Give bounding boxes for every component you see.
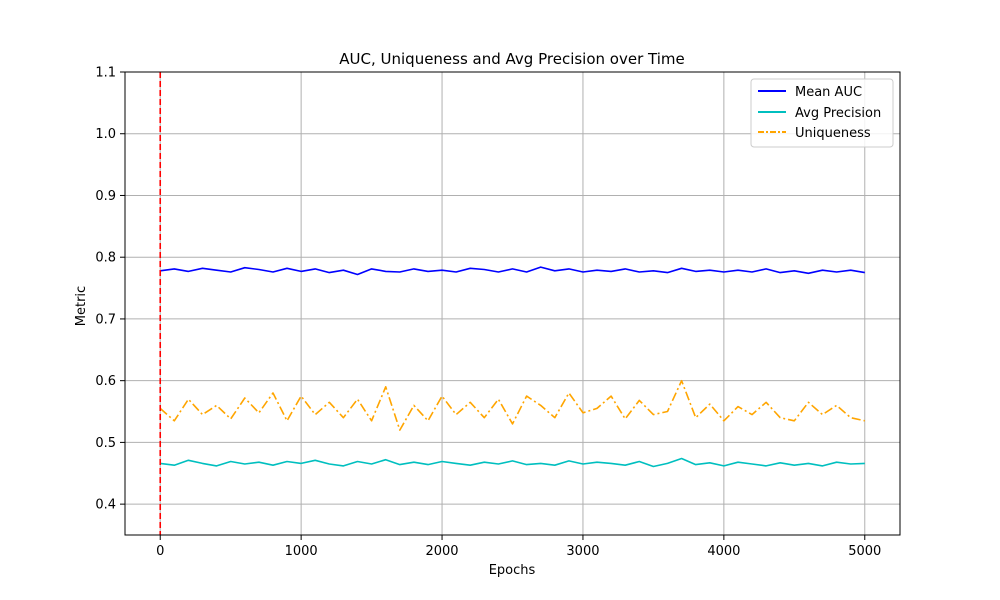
legend-label-avg-precision: Avg Precision xyxy=(795,106,881,121)
y-tick-label: 1.1 xyxy=(95,66,116,81)
series-line-avg-precision xyxy=(160,457,865,468)
series-group xyxy=(159,266,865,468)
y-tick-label: 0.4 xyxy=(95,498,116,513)
x-tick-label: 2000 xyxy=(425,544,458,559)
x-tick-label: 3000 xyxy=(566,544,599,559)
x-tick-label: 0 xyxy=(156,544,164,559)
legend-label-uniqueness: Uniqueness xyxy=(795,126,871,141)
plot-frame xyxy=(124,71,901,536)
x-tick-label: 5000 xyxy=(848,544,881,559)
y-tick-label: 0.5 xyxy=(95,436,116,451)
y-tick-label: 1.0 xyxy=(95,127,116,142)
y-tick-label: 0.9 xyxy=(95,189,116,204)
chart-title: AUC, Uniqueness and Avg Precision over T… xyxy=(339,50,684,68)
y-tick-label: 0.6 xyxy=(95,374,116,389)
legend-label-mean-auc: Mean AUC xyxy=(795,85,862,100)
x-axis-ticks: 0 1000 2000 3000 4000 5000 xyxy=(156,535,881,559)
series-line-uniqueness xyxy=(159,379,865,431)
y-tick-label: 0.8 xyxy=(95,251,116,266)
x-axis-label: Epochs xyxy=(489,563,536,578)
x-tick-label: 1000 xyxy=(285,544,318,559)
legend-box xyxy=(750,78,894,148)
legend: Mean AUC Avg Precision Uniqueness xyxy=(750,78,894,148)
x-tick-label: 4000 xyxy=(707,544,740,559)
series-line-mean-auc xyxy=(160,266,865,276)
y-tick-label: 0.7 xyxy=(95,312,116,327)
y-axis-ticks: 0.4 0.5 0.6 0.7 0.8 0.9 1.0 1.1 xyxy=(95,66,125,513)
y-axis-label: Metric xyxy=(74,286,89,326)
